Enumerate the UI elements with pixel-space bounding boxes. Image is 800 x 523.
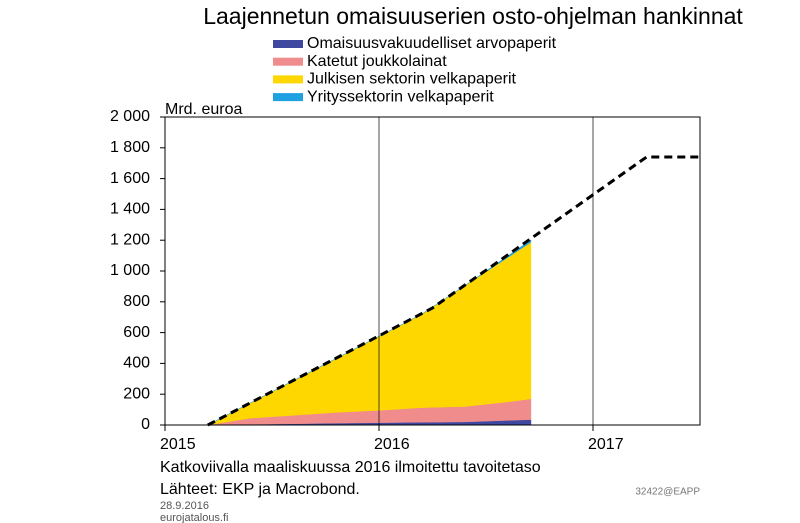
legend-label: Omaisuusvakuudelliset arvopaperit <box>307 35 557 52</box>
legend-swatch <box>273 93 303 102</box>
y-tick-label: 800 <box>123 293 150 310</box>
y-tick-label: 600 <box>123 324 150 341</box>
x-tick-label: 2015 <box>160 436 196 453</box>
y-tick-label: 1 800 <box>110 139 150 156</box>
y-tick-label: 200 <box>123 385 150 402</box>
y-tick-label: 0 <box>141 416 150 433</box>
y-tick-label: 1 400 <box>110 201 150 218</box>
date: 28.9.2016 <box>160 500 209 512</box>
x-tick-label: 2016 <box>374 436 410 453</box>
y-tick-label: 1 000 <box>110 262 150 279</box>
y-axis-label: Mrd. euroa <box>165 101 242 118</box>
legend-swatch <box>273 40 303 48</box>
legend-label: Katetut joukkolainat <box>307 53 447 70</box>
x-tick-label: 2017 <box>588 436 624 453</box>
area <box>207 239 532 426</box>
y-tick-label: 2 000 <box>110 108 150 125</box>
y-tick-label: 1 200 <box>110 231 150 248</box>
legend-label: Julkisen sektorin velkapaperit <box>307 71 517 88</box>
legend-label: Yrityssektorin velkapaperit <box>307 88 494 105</box>
chart-title: Laajennetun omaisuuserien osto-ohjelman … <box>203 3 743 29</box>
legend-swatch <box>273 75 303 84</box>
legend-swatch <box>273 57 303 66</box>
target-line <box>207 155 700 427</box>
source: Lähteet: EKP ja Macrobond. <box>160 481 360 498</box>
y-tick-label: 1 600 <box>110 170 150 187</box>
note: Katkoviivalla maaliskuussa 2016 ilmoitet… <box>160 459 541 476</box>
chart-code: 32422@EAPP <box>635 487 700 498</box>
area <box>207 241 532 426</box>
y-tick-label: 400 <box>123 355 150 372</box>
site: eurojatalous.fi <box>160 512 229 523</box>
